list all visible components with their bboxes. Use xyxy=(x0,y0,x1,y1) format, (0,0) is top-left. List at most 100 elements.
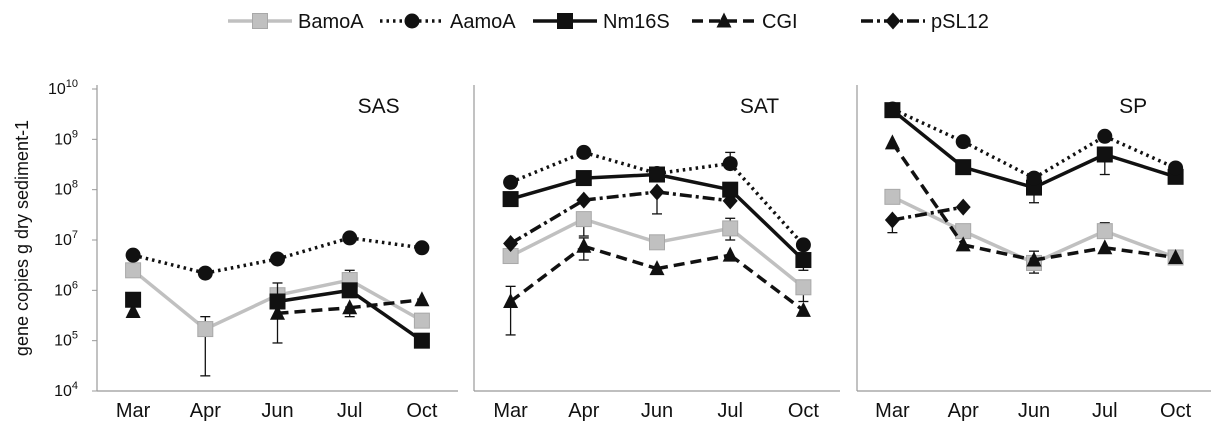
series-line-segment xyxy=(277,278,351,297)
series-line-segment xyxy=(131,268,207,331)
series-line-segment xyxy=(583,244,658,271)
data-point xyxy=(197,265,213,281)
data-point xyxy=(955,159,972,176)
data-point xyxy=(1168,248,1184,264)
data-point xyxy=(955,198,971,216)
data-point xyxy=(576,237,592,253)
y-tick: 109 xyxy=(54,128,97,148)
panel-sat: Mar Apr Jun Jul Oct SAT xyxy=(473,85,840,422)
y-axis-ticks: 104 105 106 107 108 109 1010 xyxy=(48,78,97,400)
series-line-segment xyxy=(277,288,350,304)
series-line-segment xyxy=(1033,152,1106,190)
series-psl12 xyxy=(884,198,971,234)
series-aamoa xyxy=(125,230,430,281)
series-line-segment xyxy=(890,141,965,246)
data-point xyxy=(575,170,592,187)
data-point xyxy=(955,134,971,150)
data-point xyxy=(342,230,358,246)
series-line-segment xyxy=(583,150,658,176)
series-line-segment xyxy=(656,161,731,176)
x-tick-label: Oct xyxy=(788,400,820,422)
series-line-segment xyxy=(962,140,1035,180)
data-point xyxy=(413,332,430,349)
x-tick-label: Mar xyxy=(116,400,151,422)
series-cgi xyxy=(125,291,430,344)
data-point xyxy=(649,234,665,251)
panel-label: SAT xyxy=(740,95,779,118)
panel-label: SP xyxy=(1119,95,1147,118)
data-point xyxy=(795,237,811,253)
series-cgi xyxy=(884,134,1184,267)
x-tick-label: Jul xyxy=(717,400,743,422)
data-point xyxy=(795,279,812,296)
x-tick-label: Apr xyxy=(948,400,979,422)
x-tick-label: Jul xyxy=(337,400,363,422)
y-tick-label: 1010 xyxy=(48,78,78,98)
y-tick-label: 106 xyxy=(54,279,78,299)
y-tick-label: 105 xyxy=(54,330,78,350)
x-tick-label: Mar xyxy=(493,400,528,422)
data-point xyxy=(414,240,430,256)
y-tick: 104 xyxy=(54,380,97,400)
data-point xyxy=(125,262,142,279)
series-line-segment xyxy=(510,176,585,201)
legend-marker xyxy=(557,13,573,29)
series-line-segment xyxy=(728,162,805,247)
series-line-segment xyxy=(729,227,805,289)
series-line-segment xyxy=(277,236,351,261)
series-line-segment xyxy=(1104,246,1176,260)
data-point xyxy=(884,134,900,150)
legend-label: Nm16S xyxy=(603,11,670,33)
data-point xyxy=(576,144,592,160)
series-line-segment xyxy=(656,226,731,245)
series-line-segment xyxy=(349,236,423,250)
data-point xyxy=(795,252,812,269)
series-aamoa xyxy=(503,144,811,253)
legend-label: pSL12 xyxy=(931,11,989,33)
series-line-segment xyxy=(583,217,658,244)
series-line-segment xyxy=(728,188,805,262)
y-tick: 106 xyxy=(54,279,97,299)
series-line-segment xyxy=(509,244,585,303)
data-point xyxy=(125,291,142,308)
y-tick-label: 104 xyxy=(54,380,78,400)
series-line-segment xyxy=(1033,246,1106,262)
series-line-segment xyxy=(348,288,423,343)
legend-item-psl12: pSL12 xyxy=(861,11,989,33)
y-tick: 1010 xyxy=(48,78,97,98)
series-line-segment xyxy=(204,293,279,331)
legend-marker xyxy=(716,12,732,28)
series-line-segment xyxy=(962,243,1035,262)
data-point xyxy=(722,156,738,172)
data-point xyxy=(575,211,592,228)
series-line-segment xyxy=(509,150,585,184)
series-line-segment xyxy=(1104,152,1177,179)
data-point xyxy=(795,301,811,317)
series-line-segment xyxy=(892,205,964,222)
data-point xyxy=(722,220,739,237)
data-point xyxy=(649,183,665,201)
series-bamoa xyxy=(502,211,812,303)
series-line-segment xyxy=(656,190,731,203)
y-axis-label: gene copies g dry sediment-1 xyxy=(12,120,32,356)
data-point xyxy=(270,304,285,320)
y-tick: 108 xyxy=(54,179,97,199)
y-tick: 105 xyxy=(54,330,97,350)
data-point xyxy=(197,321,214,338)
legend-marker xyxy=(252,13,268,29)
series-line-segment xyxy=(204,257,278,275)
legend-item-cgi: CGI xyxy=(692,11,798,33)
data-point xyxy=(270,251,285,267)
panel-sp: Mar Apr Jun Jul Oct SP xyxy=(856,85,1211,422)
legend-item-bamoa: BamoA xyxy=(228,11,364,33)
data-point xyxy=(1026,251,1042,267)
legend: BamoA AamoA Nm16S CGI pSL12 xyxy=(228,11,989,33)
data-point xyxy=(1026,170,1042,186)
series-line-segment xyxy=(132,253,206,275)
series-line-segment xyxy=(277,306,350,316)
series-line-segment xyxy=(729,253,805,312)
data-point xyxy=(503,235,519,253)
x-tick-label: Oct xyxy=(1160,400,1192,422)
